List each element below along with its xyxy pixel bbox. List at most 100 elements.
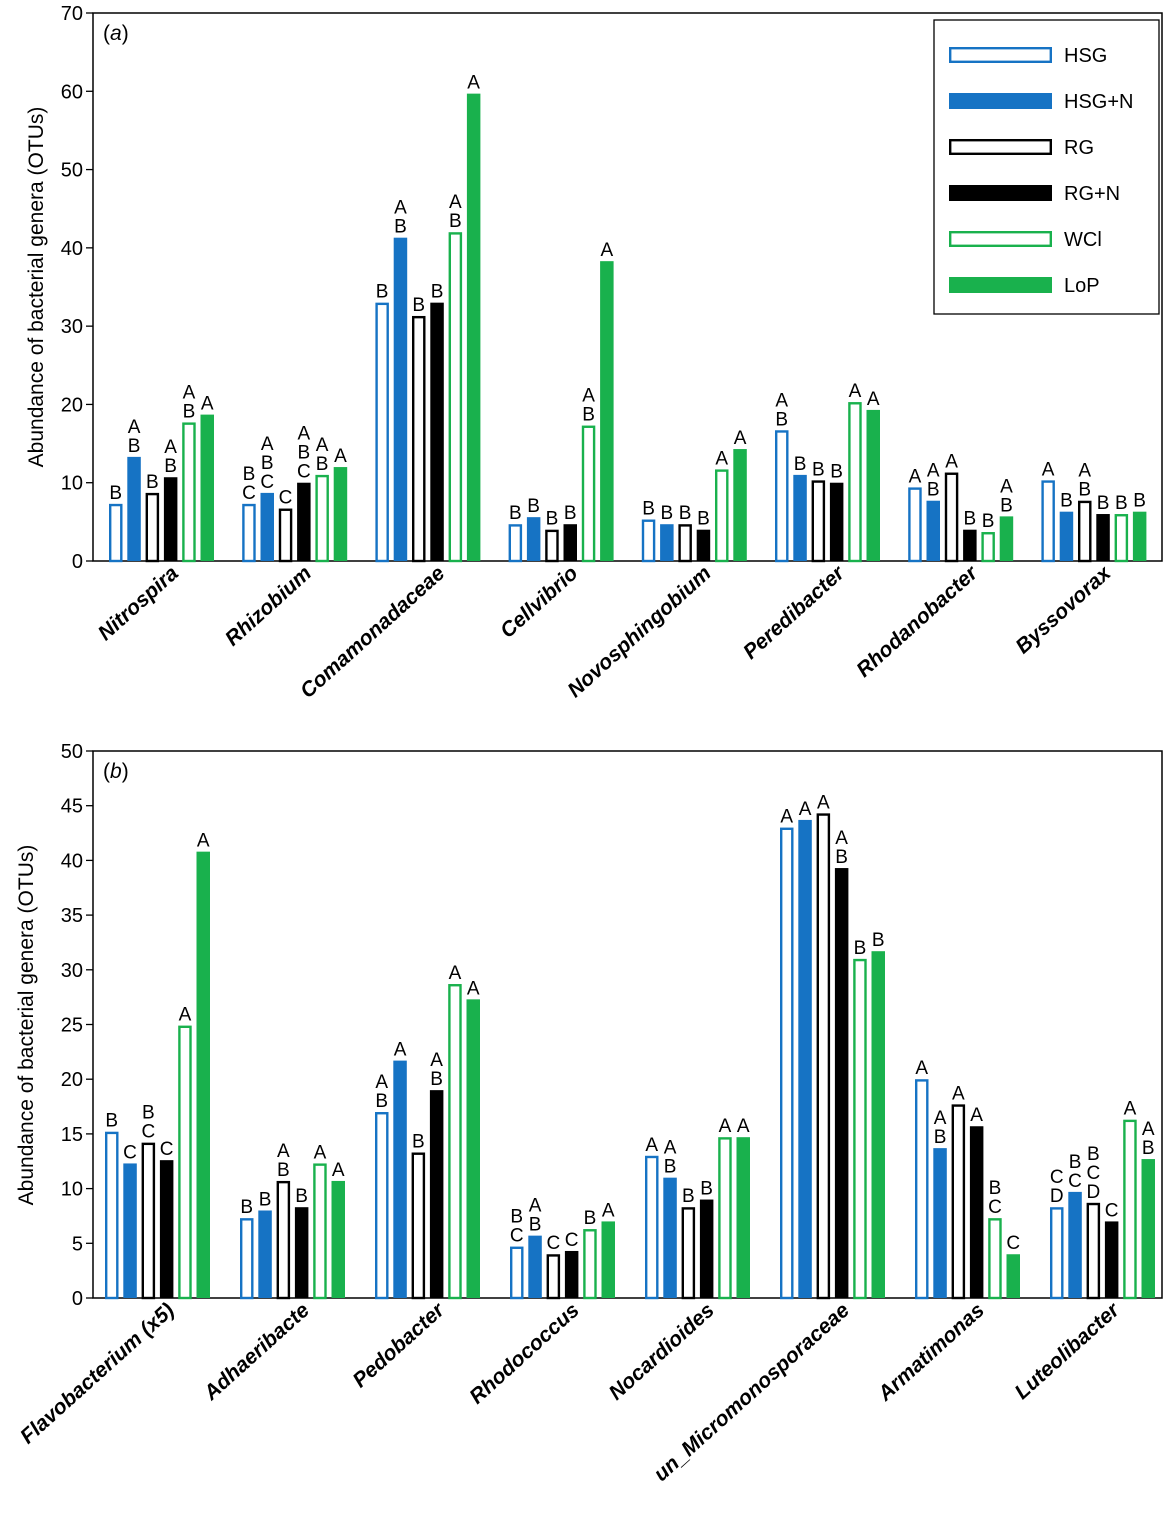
bar-a-novosphingobium-hsg-n [660,524,674,561]
bar-a-comamonadaceae-rg-n [430,302,444,561]
legend-swatch-rg [949,138,1053,155]
sig-letter-b-pedobacter-rg-0: B [412,1131,425,1152]
sig-letter-a-peredibacter-hsg-0: A [775,390,788,411]
sig-letter-a-rhizobium-hsg-n-2: C [260,472,274,493]
bar-b-rhodococcus-hsg-n [528,1235,542,1298]
bar-a-comamonadaceae-lop [466,93,481,562]
bar-b-rhodococcus-hsg [510,1246,524,1300]
bar-a-peredibacter-hsg-n [793,474,807,561]
sig-letter-b-nocardioides-rg-0: B [682,1186,695,1207]
bar-b-adhaeribacte-hsg [239,1218,254,1300]
category-labels-b: Flavobacterium (x5) Adhaeribacte Pedobacte… [16,1297,1125,1486]
sig-letter-a-rhizobium-rg-n-1: B [298,443,311,464]
bar-b-rhodococcus-lop [601,1221,615,1298]
legend-items: HSG HSG+N RG RG+N WCl LoP [949,45,1133,297]
sig-letter-a-rhizobium-rg-n-2: C [297,462,311,483]
sig-letter-b-pedobacter-hsg-0: A [375,1072,388,1093]
bar-b-un-micromonosporaceae-rg [816,813,831,1300]
bar-b-un-micromonosporaceae-rg-n [834,868,849,1298]
sig-letter-a-peredibacter-wcl-0: A [849,381,862,402]
sig-letter-a-cellvibrio-rg-0: B [546,509,559,530]
sig-letter-a-cellvibrio-rg-n-0: B [564,503,577,524]
sig-letter-a-rhodanobacter-hsg-n-0: A [927,461,940,482]
sig-letter-a-cellvibrio-hsg-n-0: B [527,496,540,517]
sig-letter-a-rhodanobacter-hsg-0: A [909,466,922,487]
sig-letter-b-luteolibacter-wcl-0: A [1124,1099,1137,1120]
panel-label-a: (a) [103,22,129,45]
sig-letter-b-armatimonas-hsg-n-1: B [934,1127,947,1148]
sig-letter-a-nitrospira-wcl-1: B [183,401,196,422]
bar-b-nocardioides-rg-n [699,1199,714,1298]
bar-a-comamonadaceae-wcl [448,232,463,563]
sig-letter-a-rhizobium-hsg-1: C [242,483,256,504]
category-label-b-adhaeribacte: Adhaeribacte [199,1298,314,1405]
sig-letter-a-comamonadaceae-hsg-n-1: B [394,217,407,238]
sig-letter-b-un-micromonosporaceae-rg-n-0: A [835,828,848,849]
sig-letter-b-nocardioides-hsg-n-1: B [664,1157,677,1178]
bar-a-novosphingobium-rg-n [696,529,711,561]
legend-label-wcl: WCl [1064,229,1102,251]
bar-a-nitrospira-hsg-n [127,456,141,561]
bar-a-cellvibrio-rg [545,529,559,563]
sig-letter-a-byssovorax-rg-n-0: B [1097,493,1110,514]
bar-b-flavobacterium-x5-rg [141,1142,156,1300]
y-tick-label-a-60: 60 [61,81,83,103]
sig-letter-a-nitrospira-hsg-n-0: A [128,417,141,438]
bar-b-luteolibacter-rg [1086,1202,1101,1300]
category-label-a-novosphingobium: Novosphingobium [563,562,715,702]
sig-letter-a-rhodanobacter-lop-1: B [1000,495,1013,516]
sig-letter-a-nitrospira-rg-0: B [146,472,159,493]
sig-letter-b-un-micromonosporaceae-rg-n-1: B [835,847,848,868]
sig-letter-b-flavobacterium-x5-hsg-0: B [105,1111,118,1132]
bar-a-rhizobium-rg [278,508,293,563]
sig-letter-b-armatimonas-rg-n-0: A [970,1105,983,1126]
sig-letter-a-peredibacter-lop-0: A [867,389,880,410]
sig-letter-a-rhodanobacter-wcl-0: B [982,511,995,532]
sig-letter-b-rhodococcus-rg-n-0: C [565,1230,579,1251]
bar-a-peredibacter-rg [811,480,826,563]
bar-a-nitrospira-wcl [182,422,196,563]
sig-letter-b-adhaeribacte-lop-0: A [332,1160,345,1181]
sig-letter-b-armatimonas-rg-0: A [952,1083,965,1104]
sig-letter-b-pedobacter-hsg-n-0: A [394,1040,407,1061]
bar-a-byssovorax-wcl [1114,514,1129,563]
bar-b-pedobacter-rg-n [429,1090,444,1298]
sig-letter-a-rhodanobacter-rg-0: A [945,452,958,473]
bar-b-armatimonas-rg-n [969,1126,984,1298]
y-tick-label-b-30: 30 [61,960,83,982]
sig-letter-b-un-micromonosporaceae-rg-0: A [817,792,830,813]
bar-a-rhizobium-wcl [315,474,329,563]
category-label-a-cellvibrio: Cellvibrio [496,562,583,643]
bar-b-luteolibacter-hsg [1049,1207,1064,1300]
bar-a-byssovorax-rg-n [1096,514,1110,561]
sig-letter-a-rhodanobacter-rg-n-0: B [964,509,977,530]
bar-b-adhaeribacte-hsg-n [258,1210,272,1298]
sig-letter-b-rhodococcus-hsg-n-0: A [529,1196,542,1217]
sig-letter-b-un-micromonosporaceae-hsg-n-0: A [799,799,812,820]
bar-b-armatimonas-wcl [988,1218,1002,1300]
sig-letter-b-luteolibacter-rg-0: B [1087,1144,1100,1165]
bar-a-peredibacter-lop [866,409,880,561]
sig-letter-b-luteolibacter-rg-2: D [1086,1182,1100,1203]
bar-a-byssovorax-hsg-n [1059,511,1074,561]
sig-letter-b-rhodococcus-hsg-1: C [510,1226,524,1247]
legend-box [933,19,1160,315]
bar-b-nocardioides-rg [681,1207,696,1300]
bar-a-rhodanobacter-rg-n [963,529,977,561]
category-label-a-byssovorax: Byssovorax [1011,561,1116,659]
sig-letter-a-rhizobium-rg-n-0: A [298,424,311,445]
sig-letter-a-rhodanobacter-lop-0: A [1000,476,1013,497]
y-tick-label-b-5: 5 [72,1233,83,1255]
bar-a-rhizobium-lop [333,467,348,561]
bar-a-novosphingobium-wcl [715,469,729,563]
bar-a-nitrospira-rg [145,492,160,563]
sig-letter-b-luteolibacter-lop-0: A [1142,1119,1155,1140]
panel-label-b: (b) [103,760,129,783]
category-label-a-rhodanobacter: Rhodanobacter [852,560,983,681]
bar-a-rhodanobacter-hsg-n [926,500,940,561]
y-tick-label-a-10: 10 [61,473,83,495]
bar-a-byssovorax-rg [1077,500,1092,563]
sig-letter-a-peredibacter-hsg-1: B [775,409,788,430]
legend: HSG HSG+N RG RG+N WCl LoP [933,19,1160,315]
